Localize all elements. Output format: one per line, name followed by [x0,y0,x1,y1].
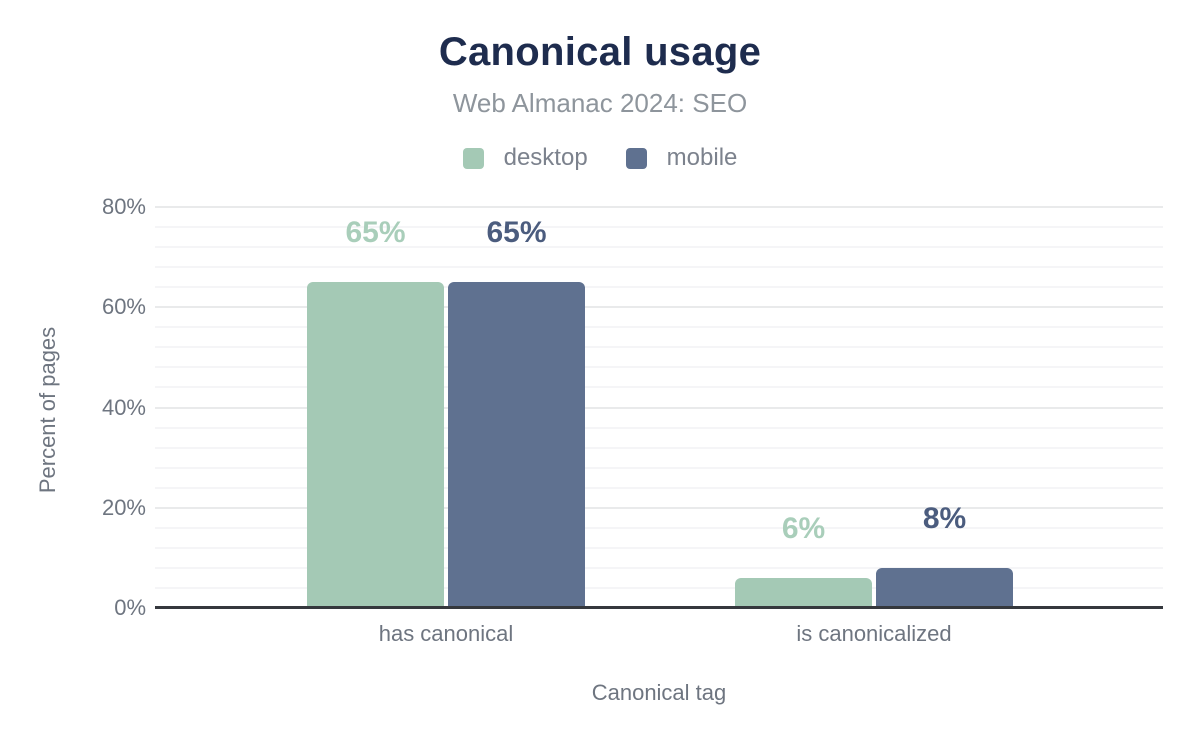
chart-subtitle: Web Almanac 2024: SEO [452,88,748,118]
desktop-swatch-icon [462,147,484,169]
major-gridline [155,206,1163,208]
minor-gridline [155,286,1163,289]
major-gridline [155,406,1163,409]
legend-label-desktop: desktop [503,144,588,171]
y-tick-label: 60% [101,294,146,320]
minor-gridline [155,386,1163,389]
minor-gridline [155,486,1163,489]
minor-gridline [155,326,1163,329]
minor-gridline [155,266,1163,269]
bar-value-label: 6% [781,512,826,545]
legend-label-mobile: mobile [666,144,738,171]
x-axis-baseline [155,606,1163,609]
minor-gridline [155,546,1163,549]
legend: desktop mobile [0,144,1200,172]
bar-value-label: 65% [345,216,406,249]
bar-value-label: 65% [486,216,547,249]
legend-item-mobile: mobile [625,144,738,172]
bar-desktop-0 [307,282,444,608]
x-category-label: has canonical [378,621,514,646]
bar-desktop-1 [735,578,872,608]
y-tick-label: 80% [101,194,146,219]
y-tick-label: 20% [101,494,146,520]
x-category-label: is canonicalized [796,621,952,646]
minor-gridline [155,426,1163,429]
minor-gridline [155,346,1163,349]
minor-gridline [155,526,1163,529]
bar-mobile-1 [876,568,1013,608]
mobile-swatch-icon [625,147,647,169]
plot-area: 65% 6% 65% 8% [155,206,1163,608]
y-tick-label: 0% [114,595,146,620]
bar-value-label: 8% [922,502,967,535]
bar-mobile-0 [448,282,585,608]
major-gridline [155,506,1163,509]
legend-item-desktop: desktop [462,144,588,172]
major-gridline [155,306,1163,309]
minor-gridline [155,246,1163,249]
x-axis-title: Canonical tag [591,680,727,705]
minor-gridline [155,226,1163,229]
minor-gridline [155,466,1163,469]
y-tick-label: 40% [101,394,146,420]
minor-gridline [155,446,1163,449]
minor-gridline [155,366,1163,369]
minor-gridline [155,566,1163,569]
chart-title: Canonical usage [438,30,762,74]
minor-gridline [155,586,1163,589]
